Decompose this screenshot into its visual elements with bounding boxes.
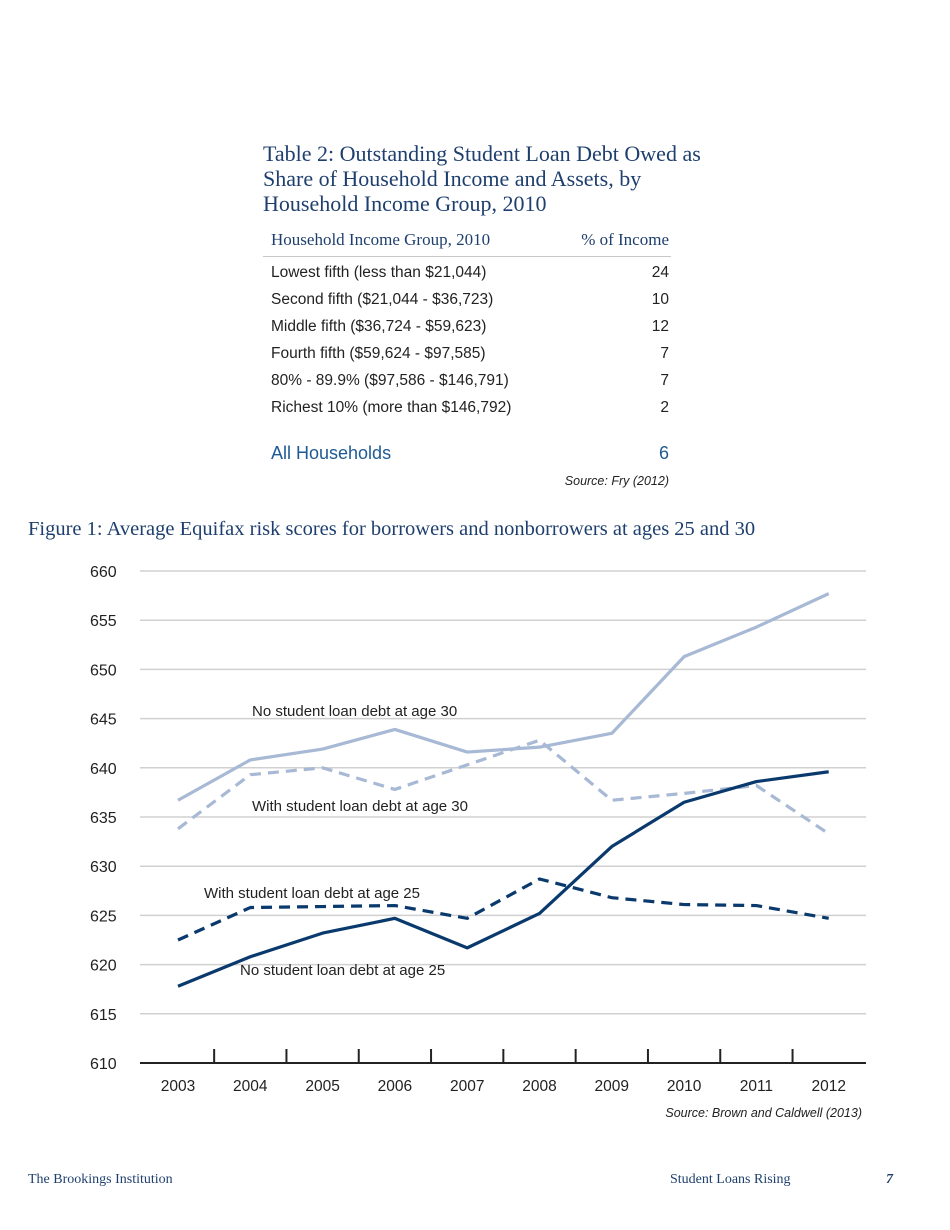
total-value: 6 <box>658 443 669 463</box>
series-label: With student loan debt at age 25 <box>204 885 420 902</box>
row-value: 2 <box>660 399 669 416</box>
table-row: Second fifth ($21,044 - $36,723) 10 <box>263 286 671 313</box>
x-tick-label: 2006 <box>378 1078 412 1095</box>
series-line-3 <box>177 877 829 942</box>
row-value: 7 <box>660 372 669 389</box>
header-group: Household Income Group, 2010 <box>271 230 491 249</box>
table-row: 80% - 89.9% ($97,586 - $146,791) 7 <box>263 367 671 394</box>
row-value: 24 <box>651 264 669 281</box>
y-tick-label: 620 <box>90 958 117 975</box>
x-tick-label: 2012 <box>811 1078 845 1095</box>
row-value: 10 <box>651 291 669 308</box>
y-tick-label: 640 <box>90 761 117 778</box>
row-label: Fourth fifth ($59,624 - $97,585) <box>271 345 486 362</box>
row-label: Lowest fifth (less than $21,044) <box>271 264 487 281</box>
x-tick-label: 2011 <box>740 1078 773 1095</box>
income-table: Household Income Group, 2010 % of Income… <box>263 230 671 488</box>
x-tick-label: 2007 <box>450 1078 484 1095</box>
y-tick-label: 635 <box>90 810 117 827</box>
row-label: Middle fifth ($36,724 - $59,623) <box>271 318 487 335</box>
x-tick-label: 2004 <box>233 1078 268 1095</box>
table-row: Richest 10% (more than $146,792) 2 <box>263 394 671 421</box>
series-line-1 <box>177 592 830 802</box>
row-label: Second fifth ($21,044 - $36,723) <box>271 291 494 308</box>
table-title: Table 2: Outstanding Student Loan Debt O… <box>263 141 701 216</box>
y-tick-label: 630 <box>90 859 117 876</box>
y-tick-label: 660 <box>90 564 117 581</box>
table-total-row: All Households 6 <box>263 443 671 464</box>
x-tick-label: 2010 <box>667 1078 702 1095</box>
total-label: All Households <box>271 443 392 463</box>
table-row: Lowest fifth (less than $21,044) 24 <box>263 259 671 286</box>
figure-title: Figure 1: Average Equifax risk scores fo… <box>28 518 756 540</box>
footer-publisher: The Brookings Institution <box>28 1172 173 1187</box>
series-line-2 <box>177 738 830 836</box>
series-label: No student loan debt at age 30 <box>252 703 457 720</box>
chart-source: Source: Brown and Caldwell (2013) <box>665 1106 862 1120</box>
row-label: 80% - 89.9% ($97,586 - $146,791) <box>271 372 509 389</box>
series-label: No student loan debt at age 25 <box>240 962 445 979</box>
y-tick-label: 625 <box>90 908 117 925</box>
x-tick-label: 2008 <box>522 1078 556 1095</box>
y-tick-label: 645 <box>90 712 117 729</box>
table-row: Middle fifth ($36,724 - $59,623) 12 <box>263 313 671 340</box>
footer-title: Student Loans Rising <box>670 1172 791 1187</box>
x-tick-label: 2003 <box>161 1078 195 1095</box>
table-source: Source: Fry (2012) <box>564 474 669 488</box>
row-value: 7 <box>660 345 669 362</box>
header-income: % of Income <box>581 230 669 249</box>
series-label: With student loan debt at age 30 <box>252 798 468 815</box>
y-tick-label: 615 <box>90 1007 117 1024</box>
series-line-4 <box>177 770 829 988</box>
x-tick-label: 2005 <box>305 1078 339 1095</box>
table-row: Fourth fifth ($59,624 - $97,585) 7 <box>263 340 671 367</box>
row-value: 12 <box>651 318 669 335</box>
row-label: Richest 10% (more than $146,792) <box>271 399 512 416</box>
y-tick-label: 610 <box>90 1056 117 1073</box>
y-tick-label: 655 <box>90 613 117 630</box>
page-number: 7 <box>886 1172 893 1187</box>
y-tick-label: 650 <box>90 662 117 679</box>
table-header: Household Income Group, 2010 % of Income <box>263 230 671 257</box>
x-tick-label: 2009 <box>595 1078 629 1095</box>
